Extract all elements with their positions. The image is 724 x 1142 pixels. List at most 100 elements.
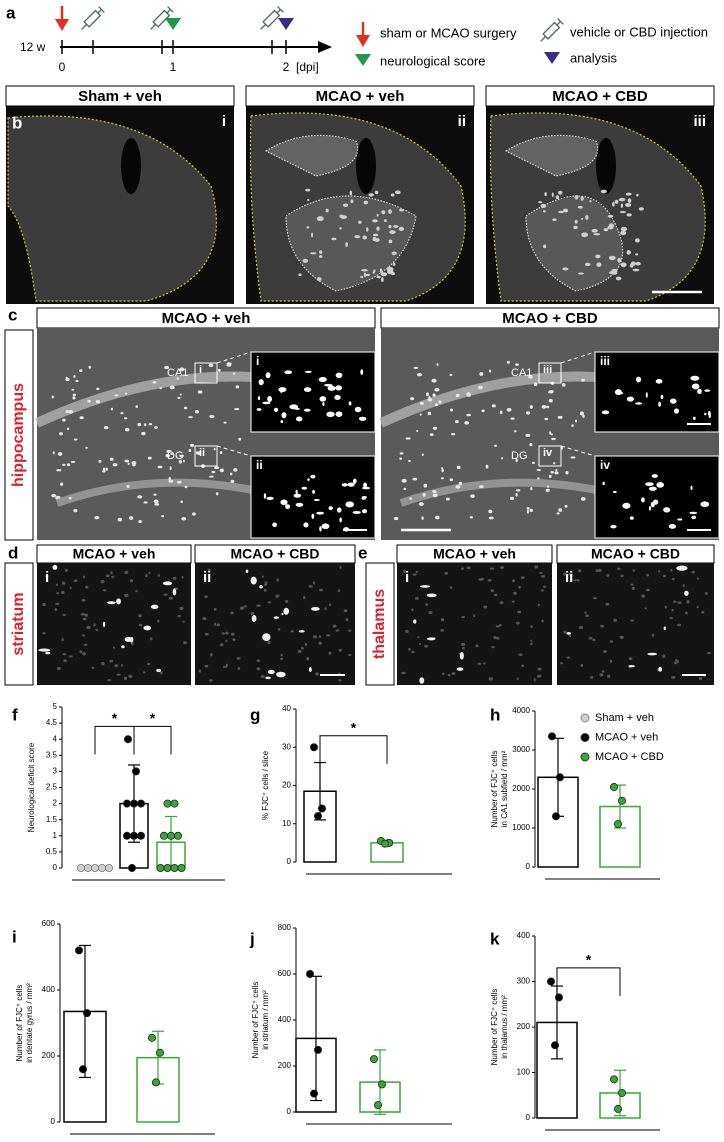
cell [466,566,471,570]
cell [324,383,333,387]
cell [83,643,88,646]
cell [341,483,348,487]
cell [663,507,671,513]
cell [319,250,323,254]
cell [691,383,700,390]
cell [606,573,610,577]
cell [56,592,60,595]
cell [515,621,520,625]
panel-title: MCAO + veh [433,546,516,562]
cell [102,467,106,472]
cell [178,459,183,464]
cell [650,501,655,508]
cell [325,634,331,637]
cell [662,654,666,658]
data-point [155,1048,164,1057]
cell [70,460,76,463]
cell [157,574,161,577]
cell [277,628,281,631]
cell [629,263,634,268]
cell [300,647,304,650]
cell [221,632,226,635]
cell [305,188,311,192]
panel-title: MCAO + veh [316,88,405,105]
cell [257,396,261,401]
data-point [159,831,168,840]
cell [273,616,279,619]
cell [432,393,436,397]
cell [671,608,674,612]
y-tick-label: 4.5 [46,718,58,727]
surgery-icon [55,19,69,31]
cell [584,611,587,614]
cell [66,427,70,431]
cell [432,426,438,430]
cell [410,397,415,401]
cell [445,497,450,501]
cell [546,405,550,409]
legend-text: analysis [570,50,617,65]
cell [262,633,271,642]
cell [488,516,494,520]
cell [455,485,461,489]
cell [544,192,547,197]
cell [627,198,632,204]
cell [159,387,162,390]
cell [588,637,593,640]
cell [555,469,558,472]
cell [541,404,547,409]
cell [84,613,88,617]
cell [534,565,539,569]
cell [428,610,433,615]
y-tick-label: 2000 [512,784,530,793]
cell [418,502,424,506]
syringe-plunger [276,9,281,14]
cell [515,489,521,492]
analysis-icon [278,18,294,30]
panel-title: MCAO + veh [162,310,251,327]
y-tick-label: 2 [53,799,58,808]
cell [419,401,424,405]
cell [120,412,124,415]
y-tick-label: 2.5 [46,783,58,792]
data-point [98,864,107,873]
cell [250,576,257,585]
cell [266,496,274,500]
cell [273,407,279,413]
cell [157,619,160,623]
cell [61,638,64,642]
cell [112,463,118,467]
cell [215,492,219,496]
cell [421,453,424,456]
cell [95,628,99,632]
cell [190,443,195,448]
cell [204,632,209,636]
cell [417,636,420,639]
cell [117,517,123,522]
cell [408,459,411,462]
cell [488,677,493,681]
cell [308,667,312,672]
cell [328,651,332,655]
cell [339,517,342,523]
cell [313,581,316,585]
cell [66,463,71,467]
cell [360,369,364,375]
legend-label: Sham + veh [595,712,654,724]
cell [635,402,643,405]
cell [87,399,91,403]
cell [358,416,367,421]
age-label: 12 w [20,40,46,54]
cell [390,193,395,197]
cell [54,607,58,611]
cell [520,576,525,579]
cell [682,584,685,588]
legend-text: neurological score [380,53,486,68]
cell [343,609,348,613]
cell [263,588,267,592]
cell [328,506,333,511]
cell [196,451,202,455]
cell [318,641,322,645]
cell [303,408,311,412]
cell [285,504,291,510]
